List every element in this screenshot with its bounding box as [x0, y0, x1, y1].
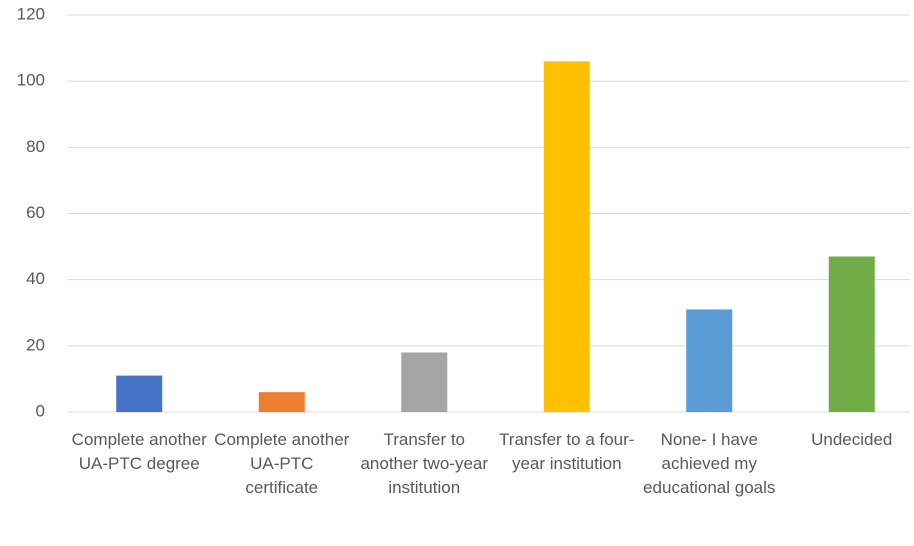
y-tick-label: 60 — [26, 203, 45, 222]
x-tick-label: Complete another UA-PTC degree — [71, 430, 207, 473]
y-tick-label: 40 — [26, 269, 45, 288]
bar — [258, 392, 305, 412]
x-tick-label: Undecided — [811, 430, 893, 449]
x-tick-label: None- I have achieved my educational goa… — [643, 430, 776, 497]
y-tick-label: 80 — [26, 137, 45, 156]
bar — [828, 256, 875, 412]
bar — [543, 61, 590, 413]
y-tick-label: 100 — [17, 71, 45, 90]
x-tick-label: Complete another UA-PTC certificate — [214, 430, 350, 497]
x-tick-label: Transfer to a four-year institution — [499, 430, 635, 473]
bar — [401, 352, 448, 412]
bar — [686, 309, 733, 412]
y-tick-label: 120 — [17, 4, 45, 23]
y-tick-label: 20 — [26, 335, 45, 354]
bar — [116, 375, 163, 412]
y-tick-label: 0 — [36, 401, 45, 420]
x-tick-label: Transfer to another two-year institution — [360, 430, 489, 497]
